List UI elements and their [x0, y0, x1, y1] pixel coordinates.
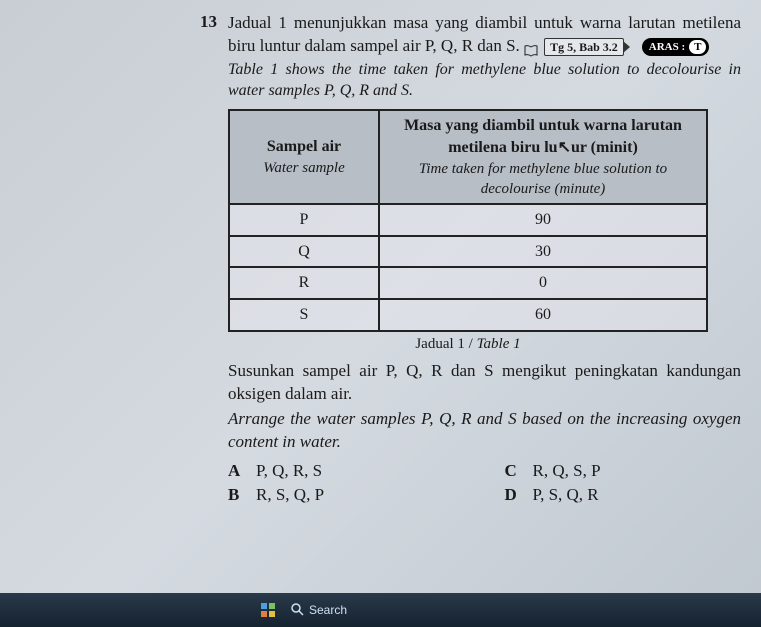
col2-en: Time taken for methylene blue solution t…: [388, 159, 698, 200]
option-d: DP, S, Q, R: [505, 484, 742, 507]
instruction-my: Susunkan sampel air P, Q, R dan S mengik…: [228, 360, 741, 406]
cell-value: 30: [379, 236, 707, 268]
book-icon: [524, 41, 538, 53]
data-table: Sampel air Water sample Masa yang diambi…: [228, 109, 708, 331]
cell-value: 0: [379, 267, 707, 299]
table-row: R0: [229, 267, 707, 299]
search-icon: [290, 602, 304, 619]
col1-my: Sampel air: [238, 136, 370, 158]
option-c: CR, Q, S, P: [505, 460, 742, 483]
question-header: 13 Jadual 1 menunjukkan masa yang diambi…: [200, 12, 741, 507]
cell-sample: R: [229, 267, 379, 299]
table-header-sample: Sampel air Water sample: [229, 110, 379, 204]
aras-level: T: [689, 40, 706, 55]
question-text-en: Table 1 shows the time taken for methyle…: [228, 60, 741, 102]
question-block: 13 Jadual 1 menunjukkan masa yang diambi…: [0, 0, 761, 517]
aras-label: ARAS :: [649, 40, 685, 55]
col2-my: Masa yang diambil untuk warna larutan me…: [404, 117, 682, 156]
caption-my: Jadual 1: [415, 336, 465, 352]
cursor-icon: ↖: [558, 139, 571, 156]
taskbar: Search: [0, 593, 761, 627]
reference-badge: Tg 5, Bab 3.2: [544, 38, 624, 56]
cell-value: 60: [379, 299, 707, 331]
aras-pill: ARAS : T: [642, 38, 710, 56]
option-a: AP, Q, R, S: [228, 460, 465, 483]
caption-en: Table 1: [477, 336, 521, 352]
cell-sample: S: [229, 299, 379, 331]
table-row: S60: [229, 299, 707, 331]
taskbar-search[interactable]: Search: [290, 602, 347, 619]
question-body: Jadual 1 menunjukkan masa yang diambil u…: [228, 12, 741, 507]
question-number: 13: [200, 12, 222, 32]
cell-sample: P: [229, 204, 379, 236]
taskbar-app-icon[interactable]: [260, 602, 276, 618]
table-row: Q30: [229, 236, 707, 268]
table-caption: Jadual 1 / Table 1: [228, 334, 708, 354]
search-label: Search: [309, 603, 347, 617]
table-row: P90: [229, 204, 707, 236]
option-b: BR, S, Q, P: [228, 484, 465, 507]
reference-line: Tg 5, Bab 3.2 ARAS : T: [524, 38, 709, 56]
cell-sample: Q: [229, 236, 379, 268]
instruction-en: Arrange the water samples P, Q, R and S …: [228, 408, 741, 454]
table-header-time: Masa yang diambil untuk warna larutan me…: [379, 110, 707, 204]
col1-en: Water sample: [238, 158, 370, 178]
options-grid: AP, Q, R, S CR, Q, S, P BR, S, Q, P DP, …: [228, 460, 741, 508]
cell-value: 90: [379, 204, 707, 236]
